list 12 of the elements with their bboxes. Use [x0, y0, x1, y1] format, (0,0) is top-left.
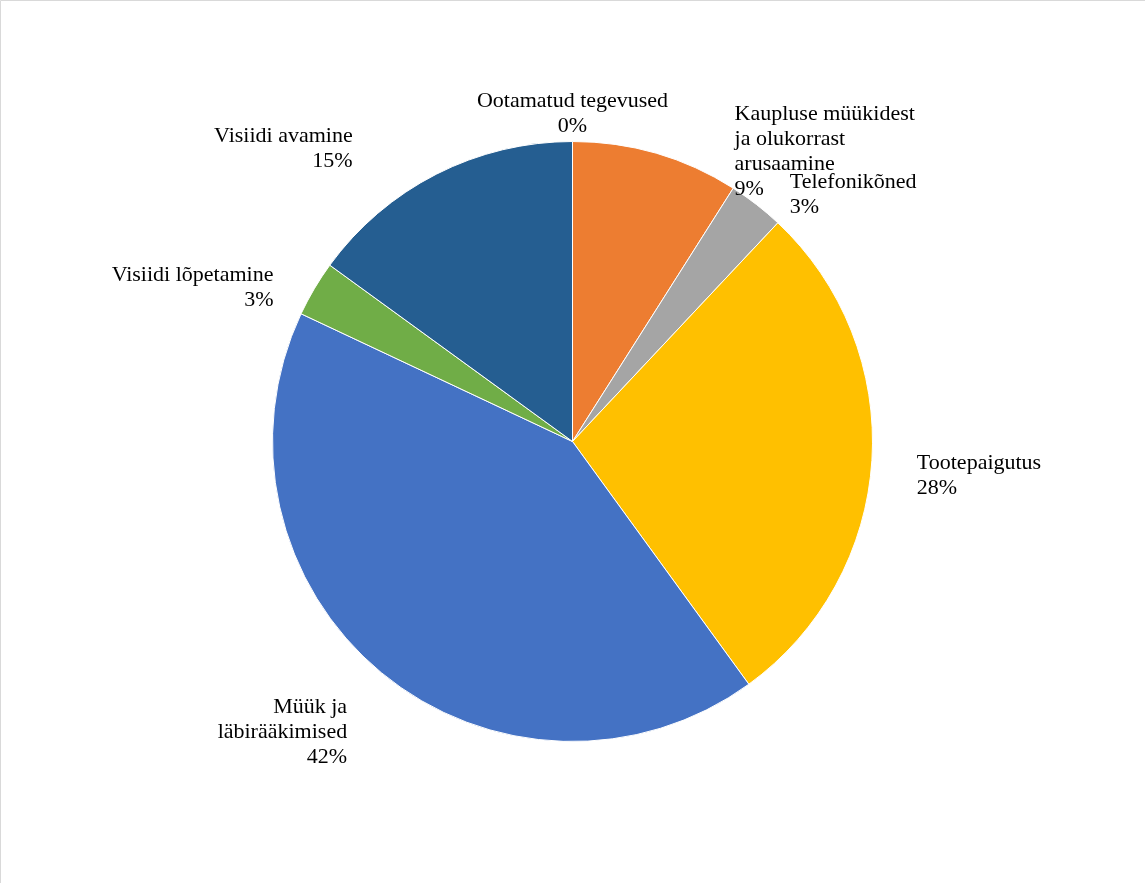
- slice-label: Visiidi lõpetamine: [111, 260, 274, 286]
- data-label: 3%: [789, 192, 820, 218]
- data-label: 9%: [734, 174, 764, 200]
- slice-label: Müük ja läbirääkimised: [217, 692, 348, 743]
- data-label: 3%: [244, 285, 274, 311]
- text: 0%: [557, 111, 588, 137]
- slice-label: Visiidi avamine: [214, 122, 353, 148]
- data-label: 28%: [916, 474, 958, 500]
- slice-label: Tootepaigutus: [916, 449, 1042, 475]
- data-label: 42%: [306, 742, 348, 768]
- category-label: Ootamatud tegevused: [476, 86, 669, 112]
- data-label: 15%: [312, 147, 353, 173]
